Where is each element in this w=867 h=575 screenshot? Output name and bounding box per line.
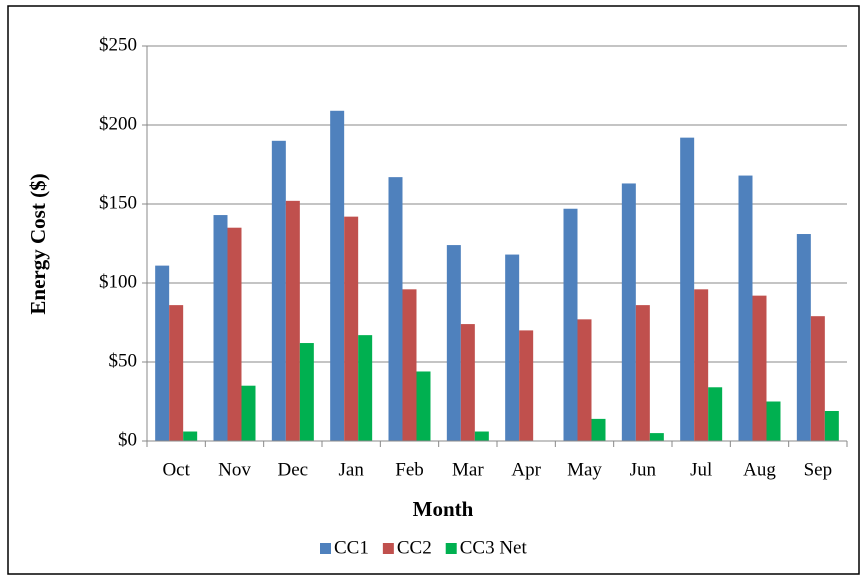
x-tick-label: Sep [804,459,833,480]
bar [271,140,286,442]
bar [621,183,636,441]
bar [796,234,811,441]
bar [738,175,753,441]
x-tick-label: Jul [690,459,712,480]
legend-label: CC2 [397,537,432,558]
x-tick-label: Nov [218,459,251,480]
bar [213,215,228,441]
chart-frame [7,5,860,575]
bar [183,431,198,441]
y-tick-label: $50 [109,350,138,371]
x-tick-label: Oct [162,459,190,480]
bar [155,265,170,441]
y-tick-label: $100 [99,271,137,292]
legend-swatch [382,543,394,554]
bar [285,200,300,441]
legend-label: CC1 [334,537,369,558]
bar [227,227,242,441]
y-tick-label: $200 [99,113,137,134]
bar [708,387,723,441]
x-axis-title: Month [413,497,474,521]
bar [402,289,417,441]
x-tick-label: Jun [630,459,657,480]
y-tick-label: $0 [118,429,137,450]
x-tick-label: Apr [511,459,541,480]
y-tick-label: $250 [99,34,137,55]
bar [169,305,184,441]
bar [752,295,767,441]
bar [505,254,520,441]
bar [694,289,709,441]
bar [680,137,695,441]
bar [299,343,314,441]
y-tick-label: $150 [99,192,137,213]
bar [241,385,256,441]
legend-label: CC3 Net [460,537,528,558]
bar [358,335,373,441]
x-tick-label: Jan [339,459,365,480]
bar [446,245,461,441]
bar [810,316,825,441]
bar [416,371,431,441]
bar [824,410,839,441]
bar [563,208,578,441]
bar [460,324,475,441]
x-tick-label: Aug [743,459,776,480]
bar [649,433,664,441]
x-tick-label: Dec [278,459,309,480]
x-tick-label: Feb [395,459,424,480]
bar [330,110,345,441]
legend-swatch [320,543,331,554]
bar [344,216,359,441]
bar [766,401,781,441]
legend-swatch [445,543,457,554]
x-tick-label: May [567,459,602,480]
bar [635,305,650,441]
x-tick-label: Mar [452,459,484,480]
y-axis-title: Energy Cost ($) [26,173,50,314]
bar [519,330,534,441]
bar [577,319,592,441]
bar [591,418,606,441]
bar [474,431,489,441]
bar [388,177,403,441]
